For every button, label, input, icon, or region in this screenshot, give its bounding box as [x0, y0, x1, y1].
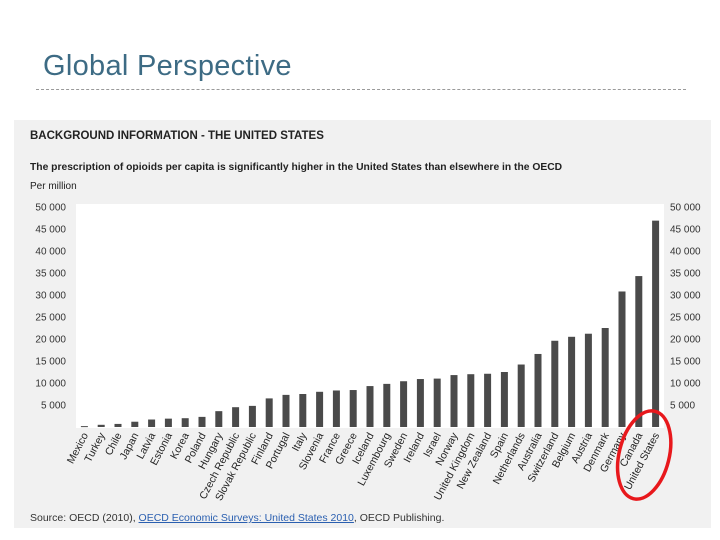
- y-tick-right: 50 000: [670, 203, 701, 214]
- y-tick-left: 40 000: [35, 247, 66, 258]
- y-tick-left: 5 000: [41, 401, 66, 412]
- y-tick-left: 35 000: [35, 269, 66, 280]
- bar-greece: [349, 390, 357, 427]
- y-tick-left: 10 000: [35, 379, 66, 390]
- source-suffix: , OECD Publishing.: [353, 512, 445, 524]
- bar-canada: [635, 276, 643, 427]
- source-note: Source: OECD (2010), OECD Economic Surve…: [30, 512, 444, 524]
- bar-mexico: [80, 426, 88, 428]
- bar-slovak-republic: [248, 405, 256, 427]
- y-tick-left: 30 000: [35, 291, 66, 302]
- bar-korea: [181, 418, 189, 427]
- y-tick-right: 5 000: [670, 401, 695, 412]
- y-tick-right: 35 000: [670, 269, 701, 280]
- y-tick-left: 45 000: [35, 225, 66, 236]
- y-tick-right: 45 000: [670, 225, 701, 236]
- bar-israel: [433, 378, 441, 427]
- bar-italy: [299, 394, 307, 427]
- y-ticks-left: 5 000 10 000 15 000 20 000 25 000 30 000 35 00…: [35, 203, 66, 412]
- y-tick-left: 50 000: [35, 203, 66, 214]
- y-tick-right: 40 000: [670, 247, 701, 258]
- bar-hungary: [215, 411, 223, 427]
- highlight-circle: [615, 409, 673, 501]
- bar-ireland: [416, 379, 424, 427]
- bar-australia: [534, 353, 542, 427]
- source-link[interactable]: OECD Economic Surveys: United States 201…: [138, 512, 354, 524]
- chart-header: BACKGROUND INFORMATION - THE UNITED STAT…: [30, 130, 324, 142]
- bar-denmark: [601, 328, 609, 427]
- slide-title: Global Perspective: [43, 50, 292, 82]
- y-tick-right: 15 000: [670, 357, 701, 368]
- y-tick-left: 15 000: [35, 357, 66, 368]
- bar-iceland: [366, 386, 374, 427]
- bar-estonia: [164, 418, 172, 427]
- bar-luxembourg: [383, 383, 391, 427]
- y-tick-left: 20 000: [35, 335, 66, 346]
- title-divider: [36, 89, 686, 90]
- y-tick-right: 25 000: [670, 313, 701, 324]
- y-tick-right: 10 000: [670, 379, 701, 390]
- bar-spain: [500, 372, 508, 427]
- bar-new-zealand: [484, 373, 492, 427]
- bar-netherlands: [517, 364, 525, 427]
- bar-chile: [114, 423, 122, 427]
- opioid-bar-chart: BACKGROUND INFORMATION - THE UNITED STAT…: [30, 130, 701, 503]
- bar-sweden: [400, 381, 408, 427]
- bar-austria: [584, 333, 592, 427]
- bar-finland: [265, 398, 273, 427]
- y-tick-right: 30 000: [670, 291, 701, 302]
- bar-portugal: [282, 394, 290, 427]
- source-prefix: Source: OECD (2010),: [30, 512, 139, 524]
- bar-germany: [618, 291, 626, 427]
- y-axis-label: Per million: [30, 181, 77, 192]
- bar-belgium: [568, 336, 576, 427]
- x-tick-labels: MexicoTurkeyChileJapanLatviaEstoniaKorea…: [65, 430, 662, 503]
- bar-slovenia: [316, 391, 324, 427]
- bar-united-states: [652, 220, 660, 427]
- bar-czech-republic: [232, 407, 240, 427]
- bar-france: [332, 390, 340, 427]
- bar-norway: [450, 375, 458, 427]
- bar-japan: [131, 421, 139, 427]
- bar-switzerland: [551, 340, 559, 427]
- bar-poland: [198, 416, 206, 427]
- y-tick-right: 20 000: [670, 335, 701, 346]
- bars: [80, 220, 660, 428]
- y-ticks-right: 5 000 10 000 15 000 20 000 25 000 30 000 35 00…: [670, 203, 701, 412]
- bar-turkey: [97, 424, 105, 427]
- chart-title: The prescription of opioids per capita i…: [30, 162, 562, 173]
- bar-latvia: [148, 419, 156, 427]
- bar-united-kingdom: [467, 374, 475, 427]
- y-tick-left: 25 000: [35, 313, 66, 324]
- chart-panel: BACKGROUND INFORMATION - THE UNITED STAT…: [14, 120, 711, 528]
